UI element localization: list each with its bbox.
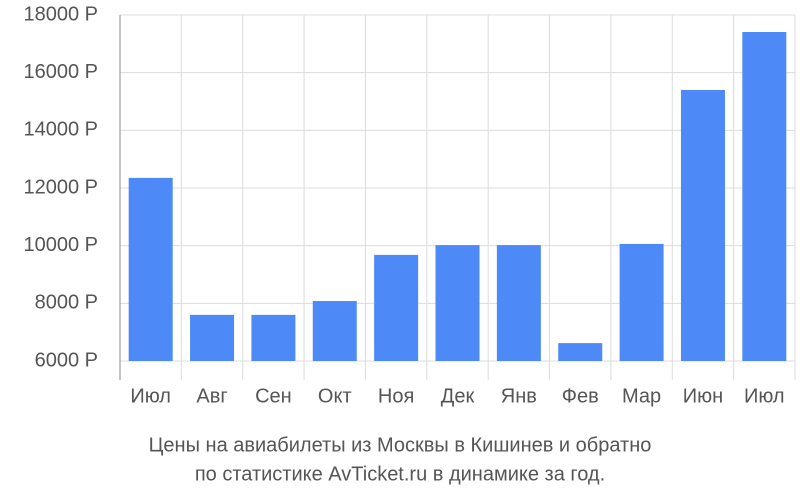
bar: [619, 243, 664, 361]
x-tick-label: Окт: [318, 385, 352, 407]
bar: [190, 314, 235, 361]
x-tick-label: Авг: [196, 385, 227, 407]
x-tick-label: Июн: [683, 385, 723, 407]
bar: [251, 314, 296, 361]
x-tick-label: Июл: [744, 385, 785, 407]
bar: [128, 177, 173, 361]
bar: [680, 89, 725, 361]
bar: [435, 245, 480, 361]
caption-line: по статистике AvTicket.ru в динамике за …: [195, 463, 605, 485]
y-tick-label: 18000 Р: [23, 3, 98, 25]
x-tick-label: Сен: [255, 385, 292, 407]
y-tick-label: 14000 Р: [23, 119, 98, 141]
bar: [558, 343, 603, 361]
caption-line: Цены на авиабилеты из Москвы в Кишинев и…: [149, 434, 652, 456]
x-tick-label: Янв: [501, 385, 537, 407]
x-tick-label: Фев: [562, 385, 599, 407]
y-tick-label: 12000 Р: [23, 176, 98, 198]
x-tick-label: Мар: [622, 385, 661, 407]
bar: [312, 301, 357, 361]
x-tick-label: Дек: [441, 385, 475, 407]
y-tick-label: 10000 Р: [23, 234, 98, 256]
bar: [742, 32, 787, 362]
y-tick-label: 6000 Р: [35, 349, 98, 371]
x-tick-label: Ноя: [378, 385, 414, 407]
y-tick-label: 8000 Р: [35, 292, 98, 314]
bar: [374, 254, 419, 361]
y-tick-label: 16000 Р: [23, 61, 98, 83]
x-tick-label: Июл: [130, 385, 171, 407]
bar: [496, 245, 541, 361]
